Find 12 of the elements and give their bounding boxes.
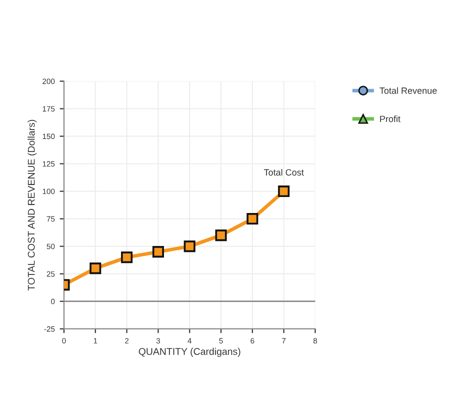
y-axis-title: TOTAL COST AND REVENUE (Dollars) bbox=[28, 120, 37, 291]
point bbox=[152, 246, 164, 258]
point bbox=[278, 186, 290, 198]
legend-label: Profit bbox=[380, 115, 400, 122]
point bbox=[246, 213, 258, 225]
point bbox=[215, 230, 227, 242]
x-axis-title: QUANTITY (Cardigans) bbox=[138, 348, 240, 357]
legend-label: Total Revenue bbox=[380, 87, 437, 94]
point bbox=[90, 262, 102, 274]
point bbox=[184, 240, 196, 252]
series-label: Total Cost bbox=[264, 168, 304, 176]
point bbox=[121, 252, 133, 264]
